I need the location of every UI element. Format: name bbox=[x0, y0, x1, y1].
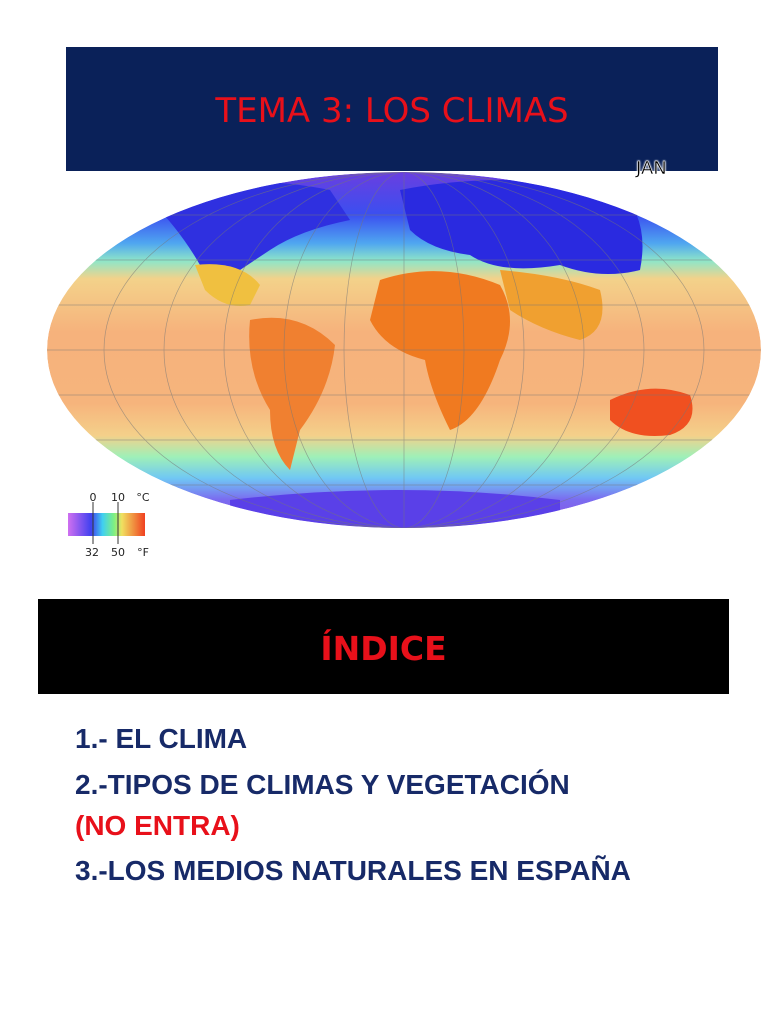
map-month: JAN bbox=[636, 158, 667, 179]
index-list: 1.- EL CLIMA 2.-TIPOS DE CLIMAS Y VEGETA… bbox=[75, 717, 695, 895]
legend-unit: °C bbox=[136, 491, 150, 504]
index-banner: ÍNDICE bbox=[38, 599, 729, 694]
item-text: 3.-LOS MEDIOS NATURALES EN ESPAÑA bbox=[75, 855, 631, 886]
index-item: 3.-LOS MEDIOS NATURALES EN ESPAÑA bbox=[75, 849, 695, 892]
title: TEMA 3: LOS CLIMAS bbox=[215, 91, 569, 131]
climate-map: 0 10 °C 32 50 °F bbox=[47, 172, 761, 559]
title-banner: TEMA 3: LOS CLIMAS bbox=[66, 47, 718, 171]
legend-label: 0 bbox=[90, 491, 97, 504]
legend-unit: °F bbox=[137, 546, 149, 559]
legend-label: 10 bbox=[111, 491, 125, 504]
item-text: 2.-TIPOS DE CLIMAS Y VEGETACIÓN bbox=[75, 769, 570, 800]
index-item: 1.- EL CLIMA bbox=[75, 717, 695, 760]
item-text: 1.- EL CLIMA bbox=[75, 723, 248, 754]
legend-label: 50 bbox=[111, 546, 125, 559]
index-title: ÍNDICE bbox=[320, 629, 447, 668]
color-scale bbox=[68, 513, 145, 536]
item-note: (NO ENTRA) bbox=[75, 810, 240, 841]
index-item: 2.-TIPOS DE CLIMAS Y VEGETACIÓN (NO ENTRA… bbox=[75, 763, 695, 846]
legend-label: 32 bbox=[85, 546, 99, 559]
